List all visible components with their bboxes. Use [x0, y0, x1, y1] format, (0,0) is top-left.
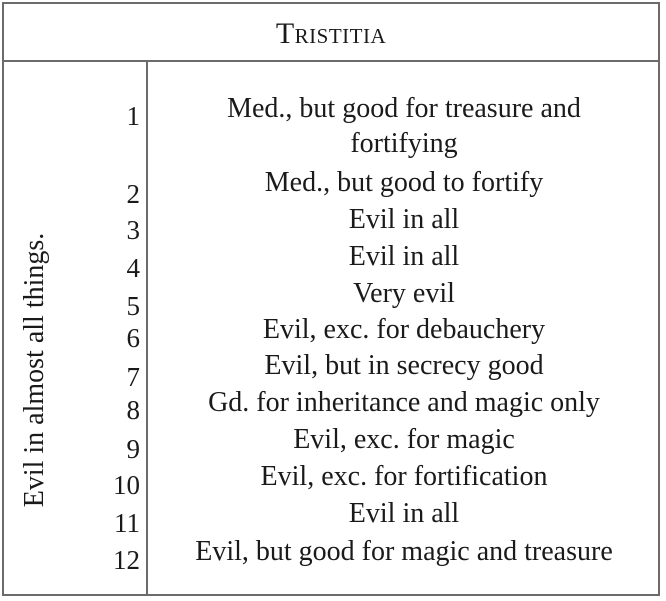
geomancy-table: Tristitia Evil in almost all things. 1 2… [2, 2, 660, 596]
side-label: Evil in almost all things. [19, 232, 50, 508]
house-number: 3 [126, 215, 141, 245]
table-row: Med., but good to fortify [264, 167, 544, 198]
table-row: Very evil [353, 278, 455, 309]
table-title: Tristitia [275, 17, 387, 50]
title-row: Tristitia [4, 4, 658, 62]
house-number-column: 1 2 3 4 5 6 7 8 9 10 11 12 [84, 62, 140, 594]
table-row: Evil, but in secrecy good [264, 350, 544, 381]
table-row: Med., but good for treasure and fortifyi… [227, 93, 581, 159]
table-row: Evil, exc. for magic [293, 424, 515, 455]
table-row: Evil in all [348, 498, 460, 529]
house-number: 6 [126, 323, 141, 353]
house-number: 11 [114, 508, 140, 538]
table-row: Evil, exc. for fortification [260, 461, 548, 492]
table-row: Evil in all [348, 241, 460, 272]
house-number: 8 [126, 395, 141, 425]
house-number: 12 [113, 545, 140, 575]
table-row: Evil, but good for magic and treasure [195, 536, 613, 567]
house-number: 7 [126, 362, 141, 392]
table-row: Evil in all [348, 204, 460, 235]
house-number: 9 [126, 434, 141, 464]
table-row: Evil, exc. for debauchery [262, 314, 546, 345]
column-divider [146, 62, 148, 594]
entries-column: Med., but good for treasure and fortifyi… [150, 62, 658, 594]
house-number: 10 [113, 470, 140, 500]
table-row: Gd. for inheritance and magic only [208, 387, 600, 418]
house-number: 1 [126, 101, 141, 131]
house-number: 5 [126, 291, 141, 321]
house-number: 4 [126, 253, 141, 283]
house-number: 2 [126, 179, 141, 209]
